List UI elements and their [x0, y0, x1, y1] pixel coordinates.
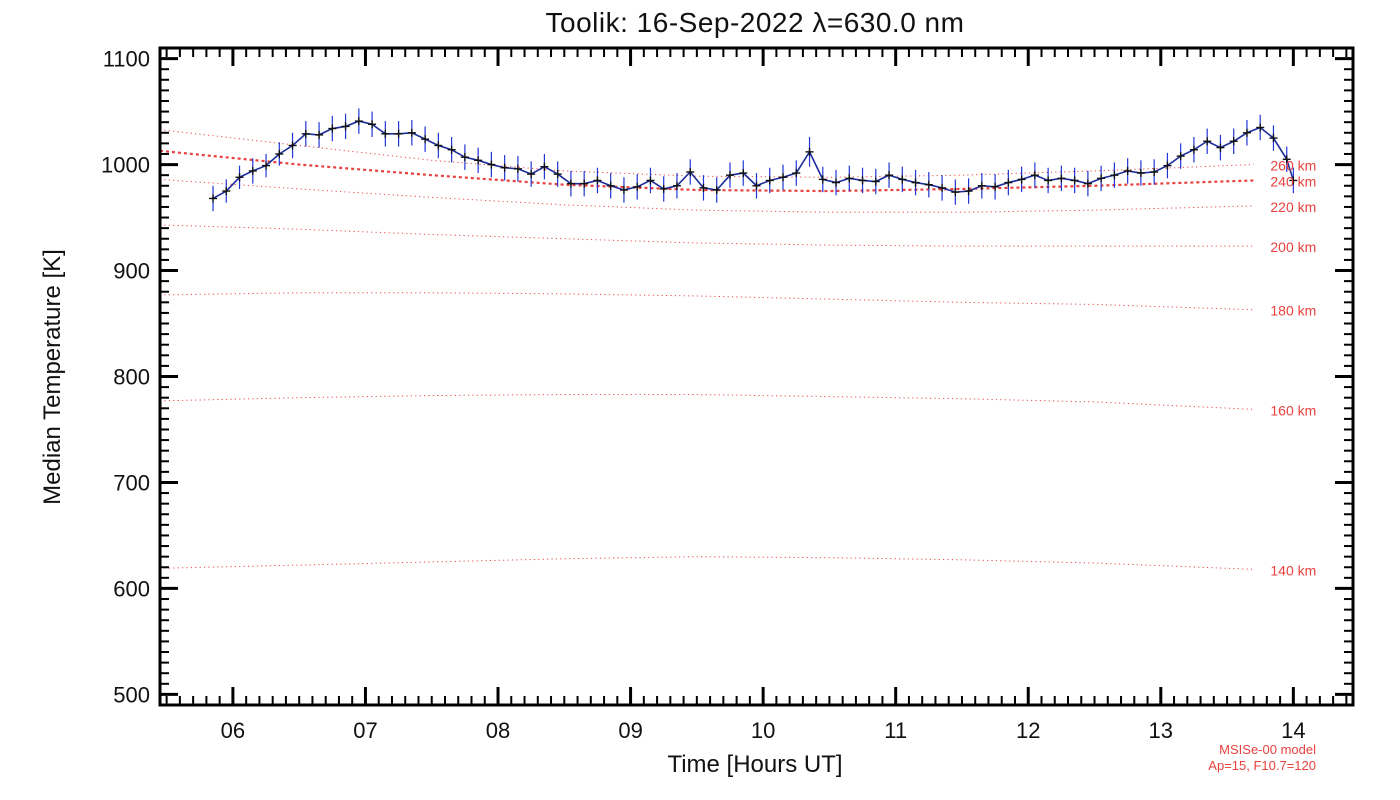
model-line	[159, 178, 1254, 213]
x-axis-label: Time [Hours UT]	[667, 751, 842, 778]
model-line	[159, 224, 1254, 247]
ticks-group	[160, 47, 1353, 706]
x-tick-label: 13	[1149, 718, 1173, 743]
model-line	[159, 394, 1254, 410]
chart-title: Toolik: 16-Sep-2022 λ=630.0 nm	[546, 7, 965, 38]
model-label: 220 km	[1270, 199, 1316, 215]
y-tick-label: 1100	[103, 47, 150, 72]
model-lines-group	[159, 129, 1254, 570]
x-tick-label: 08	[486, 718, 510, 743]
footer-line-1: MSISe-00 model	[1219, 742, 1316, 757]
x-tick-label: 11	[884, 718, 907, 743]
x-tick-label: 12	[1016, 718, 1040, 743]
model-label: 260 km	[1270, 158, 1316, 174]
model-line	[159, 556, 1254, 570]
model-label: 140 km	[1270, 562, 1316, 578]
model-label: 200 km	[1270, 239, 1316, 255]
x-tick-label: 09	[618, 718, 642, 743]
model-line	[159, 292, 1254, 311]
y-tick-label: 500	[113, 682, 150, 707]
x-tick-label: 14	[1281, 718, 1305, 743]
y-tick-label: 700	[113, 470, 150, 495]
y-axis-label: Median Temperature [K]	[39, 249, 66, 505]
footer-line-2: Ap=15, F10.7=120	[1208, 758, 1316, 773]
x-tick-label: 07	[353, 718, 377, 743]
tick-labels-group: 06 07 08 09 10 11 12 13 14 500 600 700 800 900 1000 110…	[101, 47, 1306, 743]
model-label: 240 km	[1270, 173, 1316, 189]
y-tick-label: 600	[113, 576, 150, 601]
x-tick-label: 10	[751, 718, 775, 743]
y-tick-label: 900	[113, 259, 150, 284]
x-tick-label: 06	[221, 718, 245, 743]
model-labels-group: 140 km 160 km 180 km 200 km 220 km 240 km260 …	[1270, 158, 1316, 579]
y-tick-label: 1000	[101, 153, 150, 178]
model-label: 160 km	[1270, 402, 1316, 418]
plot-area: 140 km 160 km 180 km 200 km 220 km 240 km260 …	[101, 46, 1355, 743]
y-tick-label: 800	[113, 365, 150, 390]
model-label: 180 km	[1270, 303, 1316, 319]
observed-series-group	[209, 117, 1298, 203]
